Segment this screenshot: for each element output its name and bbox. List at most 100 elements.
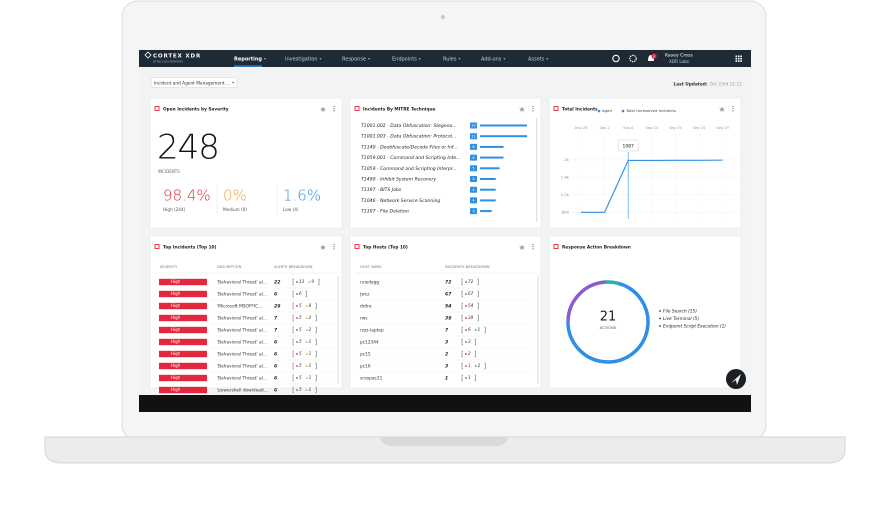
severity-badge <box>159 278 207 286</box>
x-tick-label: Sep 19 <box>669 126 682 130</box>
apps-grid-dot <box>740 57 742 60</box>
technique-count: 5 <box>472 167 474 171</box>
nav-item[interactable]: Add-ons <box>481 57 502 63</box>
column-header: INCIDENTS BREAKDOWN <box>445 265 490 269</box>
widget-card <box>548 235 742 389</box>
scrollbar <box>536 118 538 222</box>
breakdown-count: 2 <box>478 363 481 368</box>
apps-grid-dot <box>737 60 740 62</box>
help-icon[interactable] <box>612 54 620 63</box>
breakdown-dot <box>465 377 467 379</box>
x-tick-label: Sep 29 <box>716 126 729 130</box>
host-name: drdro <box>360 304 372 310</box>
count-badge <box>470 133 477 140</box>
breakdown-dot <box>296 389 298 391</box>
incident-count: 39 <box>445 316 451 322</box>
technique-bar <box>480 124 527 127</box>
favorite-star[interactable] <box>320 106 326 112</box>
severity-badge <box>159 290 207 298</box>
breakdown-count: 5 <box>299 315 302 320</box>
breakdown-dot <box>305 377 308 379</box>
description: 'Behavioral Threat' al... <box>217 280 267 286</box>
brand-sub: BY PALO ALTO NETWORKS <box>153 61 183 64</box>
count-badge <box>470 176 477 182</box>
breakdown-count: 1 <box>309 387 312 392</box>
menu-dot <box>532 108 534 110</box>
severity-badge <box>159 326 207 334</box>
description: 'Behavioral Threat' al... <box>217 292 267 298</box>
menu-dot <box>333 246 335 248</box>
technique-count: 4 <box>472 188 475 192</box>
x-tick-label: Sep 8 <box>623 126 634 130</box>
severity-text: High <box>171 339 181 344</box>
bracket <box>292 386 317 394</box>
menu-dot[interactable] <box>333 243 335 246</box>
bracket <box>461 326 486 334</box>
nav-item[interactable]: Assets <box>528 57 545 63</box>
menu-dot[interactable] <box>333 105 335 108</box>
widget-icon <box>154 244 160 249</box>
severity-badge <box>159 386 207 394</box>
select-caret <box>232 82 235 84</box>
breakdown-dot <box>296 293 298 295</box>
widget-icon <box>354 106 360 111</box>
alert-count: 29 <box>274 304 280 310</box>
nav-item[interactable]: Investigation <box>285 57 317 63</box>
nav-item[interactable]: Rules <box>443 57 457 63</box>
host-name: rws <box>360 316 368 322</box>
nav-item[interactable]: Reporting <box>234 57 262 63</box>
favorite-star[interactable] <box>320 244 326 250</box>
laptop-notch <box>380 437 508 446</box>
settings-icon[interactable] <box>629 54 637 63</box>
severity-text: High <box>171 351 181 356</box>
menu-dot[interactable] <box>532 243 534 246</box>
widget-card <box>349 97 542 229</box>
widget-icon <box>154 106 160 111</box>
breakdown-count: 2 <box>468 351 471 356</box>
alert-count: 6 <box>274 388 278 394</box>
breakdown-count: 72 <box>468 279 474 284</box>
severity-percent: 98.4% <box>163 187 211 205</box>
technique-bar <box>480 135 527 138</box>
breakdown-dot <box>474 365 477 367</box>
menu-dot[interactable] <box>532 105 534 108</box>
favorite-star[interactable] <box>719 106 725 112</box>
breakdown-count: 1 <box>468 375 471 380</box>
bracket <box>461 290 479 298</box>
donut-segment <box>566 281 650 364</box>
bracket <box>461 302 479 310</box>
incident-total: 248 <box>157 128 219 168</box>
dashboard-select[interactable] <box>150 77 238 88</box>
breakdown-count: 1 <box>309 351 312 356</box>
severity-label: Medium (0) <box>223 207 247 212</box>
widget-title: Top Hosts (Top 10) <box>363 245 408 251</box>
widget-title: Incidents By MITRE Technique <box>363 107 435 113</box>
breakdown-dot <box>296 353 298 355</box>
legend-label: File Search (15) <box>663 309 697 315</box>
severity-text: High <box>171 363 181 368</box>
nav-item[interactable]: Response <box>342 57 366 63</box>
menu-dot[interactable] <box>732 105 734 108</box>
widget-title: Open Incidents by Severity <box>163 107 229 113</box>
favorite-star[interactable] <box>519 106 525 112</box>
nav-active-underline <box>234 65 262 67</box>
breakdown-dot <box>465 353 467 355</box>
alert-count: 6 <box>274 340 278 346</box>
severity-badge <box>159 350 207 358</box>
severity-badge <box>159 362 207 370</box>
favorite-star[interactable] <box>519 244 525 250</box>
donut-total-label: ACTIONS <box>600 325 617 330</box>
apps-grid-dot <box>737 57 740 60</box>
last-updated-value: Oct 23rd 11:11 <box>710 82 743 88</box>
legend-label: Endpoint Script Execution (1) <box>663 324 726 330</box>
breakdown-dot <box>465 365 467 367</box>
nav-item[interactable]: Endpoints <box>392 57 417 63</box>
breakdown-count: 9 <box>311 279 314 284</box>
bracket <box>292 338 317 346</box>
bracket <box>292 326 317 334</box>
last-updated-label: Last Updated: <box>674 82 708 88</box>
legend-dot <box>621 109 625 113</box>
menu-dot <box>333 110 335 112</box>
